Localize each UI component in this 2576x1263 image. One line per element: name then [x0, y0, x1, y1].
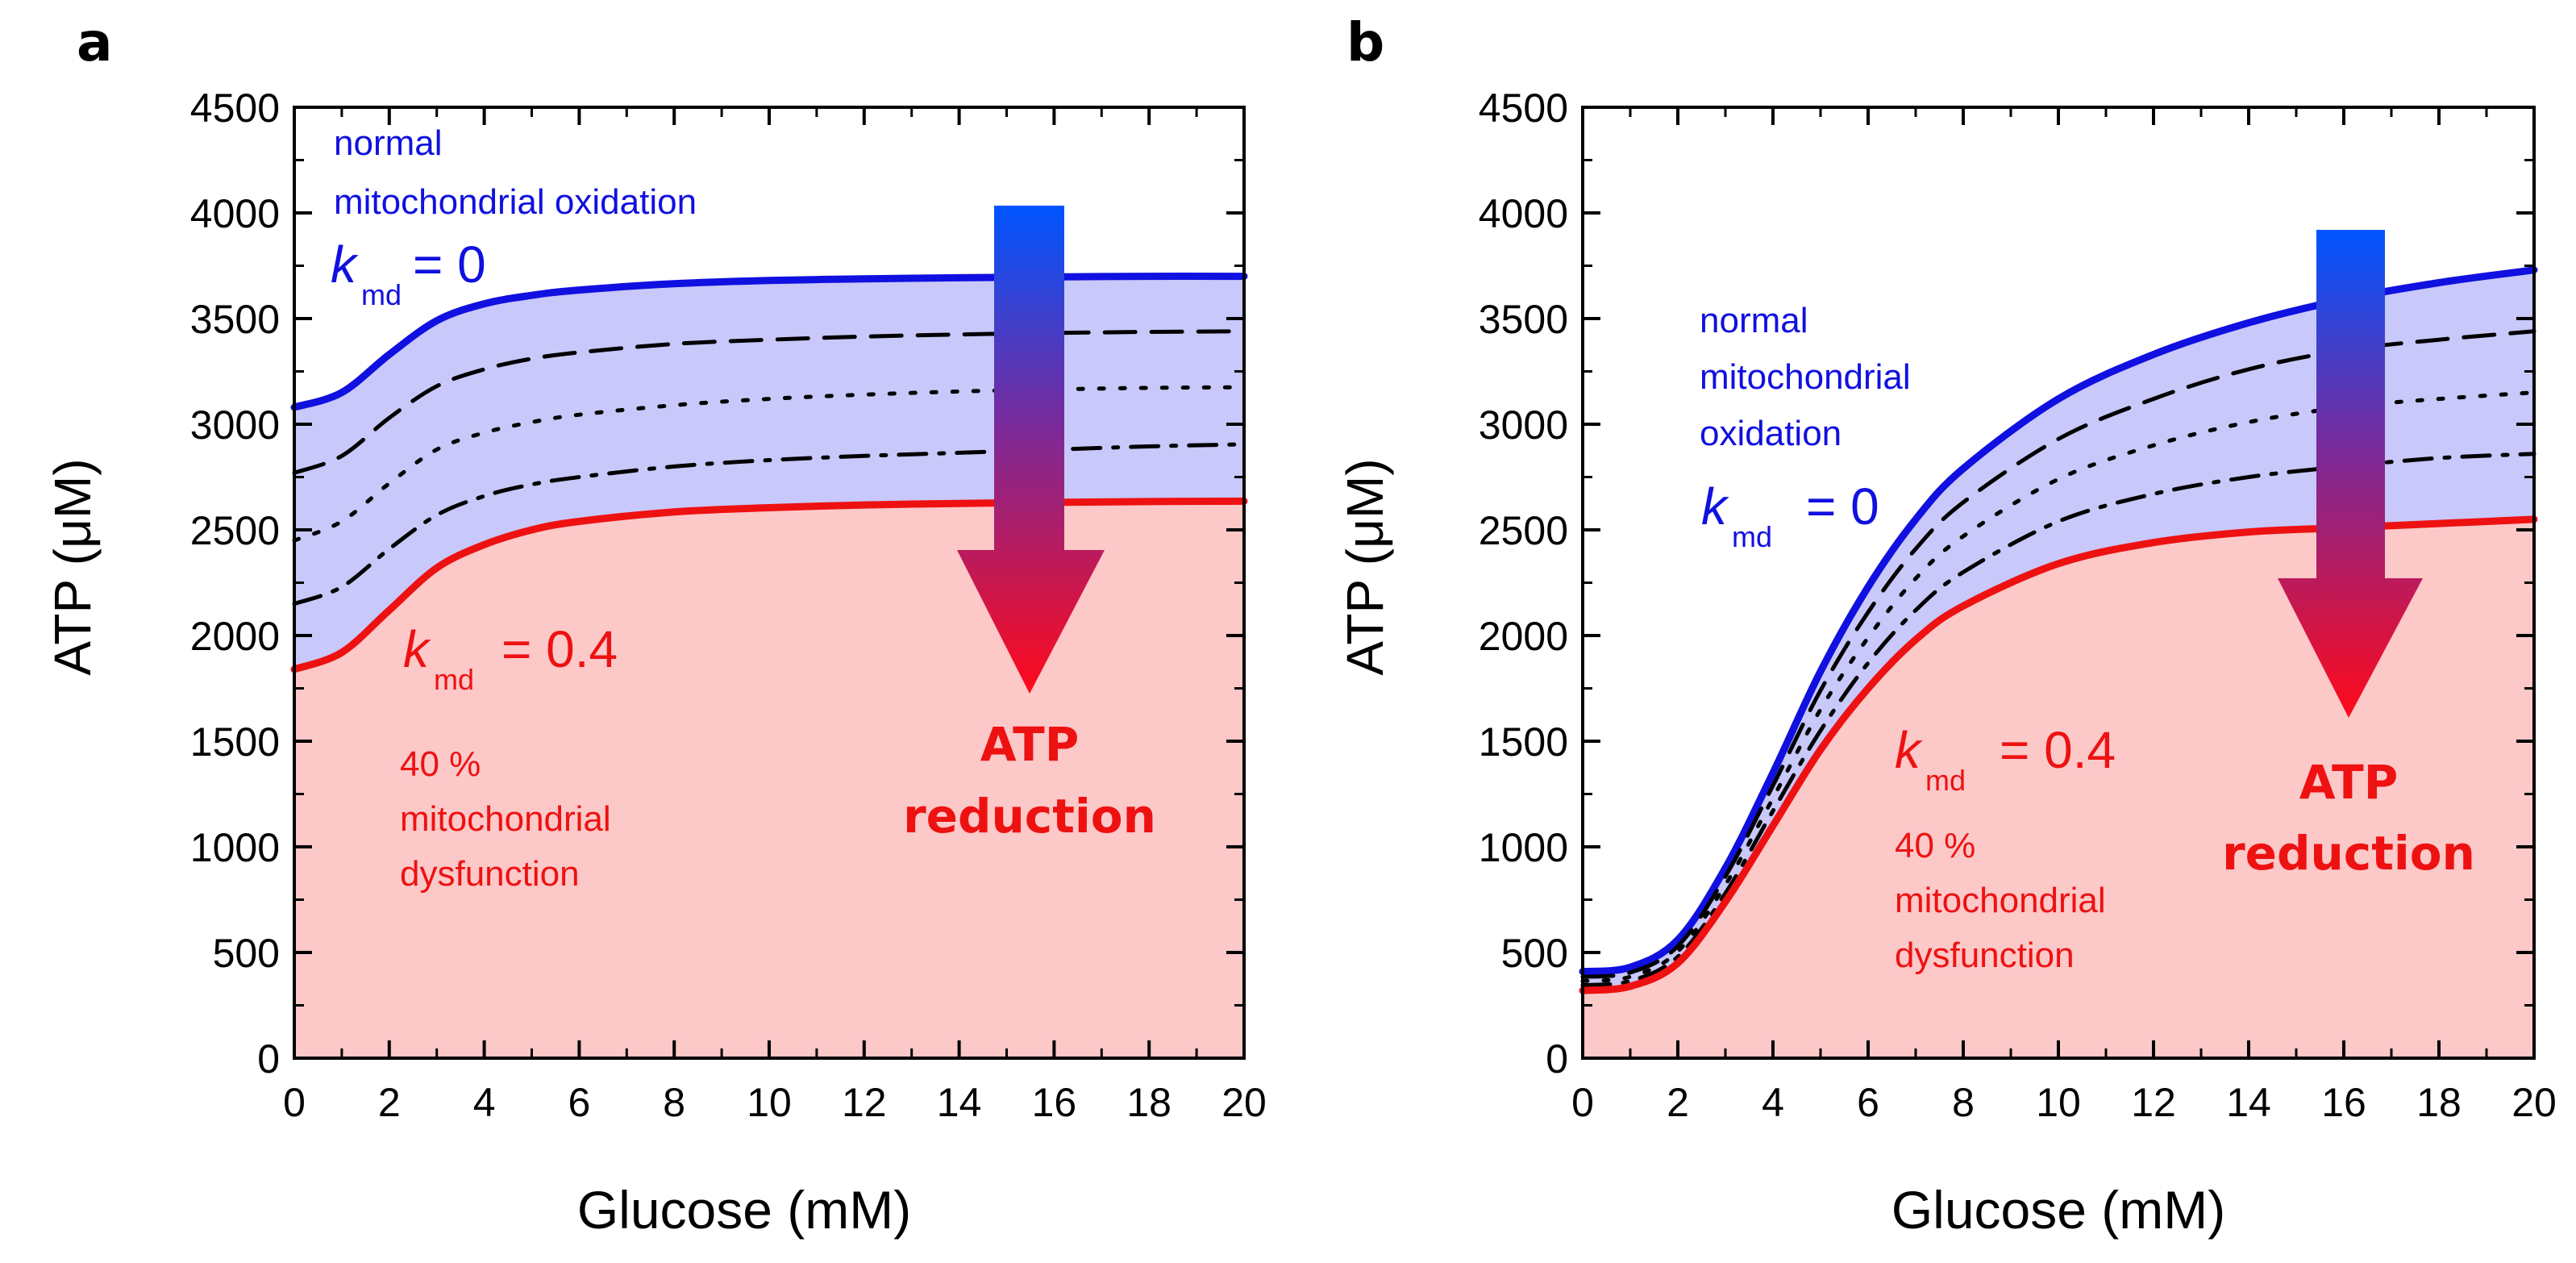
- panel-a-y-tick-label: 4000: [190, 191, 280, 236]
- panel-b-x-tick-label: 10: [2036, 1080, 2081, 1125]
- panel-b-mito2-text: mitochondrial: [1895, 881, 2106, 920]
- panel-b-atp-text: ATP: [2299, 755, 2398, 810]
- panel-a-dysfunction-text: dysfunction: [400, 854, 580, 894]
- panel-a-x-tick-label: 0: [283, 1080, 306, 1125]
- panel-a-x-tick-label: 10: [747, 1080, 792, 1125]
- panel-b-y-tick-label: 4500: [1479, 85, 1568, 131]
- panel-b-x-tick-label: 4: [1762, 1080, 1784, 1125]
- k-symbol: k: [1701, 477, 1729, 536]
- panel-a-oxidation-text: mitochondrial oxidation: [334, 182, 697, 222]
- panel-b-y-tick-label: 1000: [1479, 825, 1568, 870]
- panel-b-y-tick-label: 3000: [1479, 402, 1568, 448]
- panel-a-y-tick-label: 1500: [190, 719, 280, 765]
- panel-a-reduction-text: reduction: [903, 789, 1156, 844]
- panel-a-y-tick-label: 500: [213, 931, 280, 976]
- md-subscript: md: [434, 663, 474, 696]
- panel-a-normal-text: normal: [334, 123, 443, 163]
- panel-b-y-axis-label: ATP (μM): [1336, 458, 1394, 675]
- panel-a-x-tick-label: 18: [1126, 1080, 1171, 1125]
- panel-a-reduction-arrow: [957, 206, 1105, 694]
- panel-a-x-tick-label: 4: [473, 1080, 496, 1125]
- panel-b-mito-text: mitochondrial: [1700, 357, 1911, 397]
- panel-a-mito-text: mitochondrial: [400, 799, 611, 839]
- panel-a-atp-text: ATP: [980, 717, 1079, 772]
- panel-a-series-2: [292, 385, 1246, 543]
- panel-b-kmd0-label: k md = 0: [1701, 477, 1879, 553]
- panel-b-series-1: [1580, 329, 2536, 979]
- panel-a-x-tick-label: 16: [1032, 1080, 1077, 1125]
- panel-a-x-tick-label: 6: [568, 1080, 590, 1125]
- panel-a-y-tick-label: 3500: [190, 297, 280, 342]
- panel-b-y-tick-label: 4000: [1479, 191, 1568, 236]
- kmd04-value: = 0.4: [2000, 721, 2116, 779]
- panel-a-y-tick-label: 2500: [190, 508, 280, 553]
- panel-b-x-tick-label: 6: [1857, 1080, 1879, 1125]
- panel-b-x-tick-label: 20: [2511, 1080, 2557, 1125]
- kmd04-value: = 0.4: [501, 620, 618, 678]
- k-symbol: k: [403, 620, 431, 678]
- panel-b-reduction-arrow: [2278, 230, 2423, 718]
- panel-b-y-tick-label: 0: [1546, 1036, 1568, 1082]
- panel-b-series-3: [1580, 452, 2536, 988]
- panel-b-x-tick-label: 14: [2226, 1080, 2271, 1125]
- panel-b-y-tick-label: 2000: [1479, 614, 1568, 659]
- panel-a-kmd04-label: k md = 0.4: [403, 620, 618, 696]
- panel-b-x-tick-label: 2: [1667, 1080, 1689, 1125]
- kmd0-value: = 0: [1806, 477, 1879, 536]
- panel-a-y-axis-label: ATP (μM): [44, 458, 102, 675]
- panel-a-y-tick-label: 4500: [190, 85, 280, 131]
- panel-b-y-tick-label: 1500: [1479, 719, 1568, 765]
- panel-b-x-tick-label: 16: [2321, 1080, 2366, 1125]
- panel-b-x-tick-label: 8: [1952, 1080, 1975, 1125]
- panel-b-blue-band: [1583, 269, 2534, 991]
- panel-a-y-tick-label: 3000: [190, 402, 280, 448]
- panel-b-y-tick-label: 2500: [1479, 508, 1568, 553]
- panel-b-kmd04-label: k md = 0.4: [1895, 721, 2116, 797]
- panel-b-label: b: [1346, 11, 1384, 73]
- panel-a-kmd0-label: k md = 0: [331, 236, 486, 311]
- panel-a-x-tick-label: 2: [378, 1080, 401, 1125]
- panel-b-x-tick-label: 0: [1571, 1080, 1594, 1125]
- panel-b-normal-text: normal: [1700, 301, 1808, 340]
- panel-a-label: a: [77, 11, 113, 73]
- k-symbol: k: [1895, 721, 1923, 779]
- panel-b-reduction-text: reduction: [2222, 826, 2475, 881]
- k-symbol: k: [331, 236, 359, 294]
- md-subscript: md: [1925, 764, 1966, 797]
- panel-b-x-axis-label: Glucose (mM): [1891, 1180, 2225, 1240]
- panel-b-red-area: [1583, 519, 2534, 1058]
- panel-b-y-tick-label: 3500: [1479, 297, 1568, 342]
- panel-b-plot: 0 500 1000 1500 2000 2500 3000 3500 4000 4500 0 2 4 6…: [1479, 85, 2557, 1125]
- panel-a-x-axis-label: Glucose (mM): [577, 1180, 911, 1240]
- panel-a-y-tick-label: 2000: [190, 614, 280, 659]
- panel-a-y-tick-label: 0: [257, 1036, 280, 1082]
- md-subscript: md: [1732, 520, 1772, 553]
- panel-a-x-tick-label: 20: [1221, 1080, 1267, 1125]
- panel-a: a 0 500 1000 1500 2000 2500 3000 3500 4000 4500 0 2…: [44, 11, 1267, 1240]
- panel-b-40pct-text: 40 %: [1895, 826, 1975, 865]
- panel-b-dysfunction-text: dysfunction: [1895, 936, 2075, 975]
- md-subscript: md: [361, 278, 402, 311]
- panel-a-x-tick-label: 14: [937, 1080, 982, 1125]
- kmd0-value: = 0: [413, 236, 486, 294]
- panel-a-y-tick-label: 1000: [190, 825, 280, 870]
- panel-a-x-tick-label: 8: [663, 1080, 685, 1125]
- panel-b-x-tick-label: 18: [2416, 1080, 2462, 1125]
- panel-b-series-0: [1579, 266, 2538, 976]
- panel-b-oxidation-text: oxidation: [1700, 414, 1841, 453]
- panel-a-x-tick-label: 12: [842, 1080, 887, 1125]
- panel-b-y-tick-label: 500: [1501, 931, 1568, 976]
- panel-b-x-tick-label: 12: [2131, 1080, 2176, 1125]
- panel-a-40pct-text: 40 %: [400, 744, 481, 784]
- panel-b: b 0 500 1000 1500 2000 2500 3000 3500 4000 4500 0 2…: [1336, 11, 2557, 1240]
